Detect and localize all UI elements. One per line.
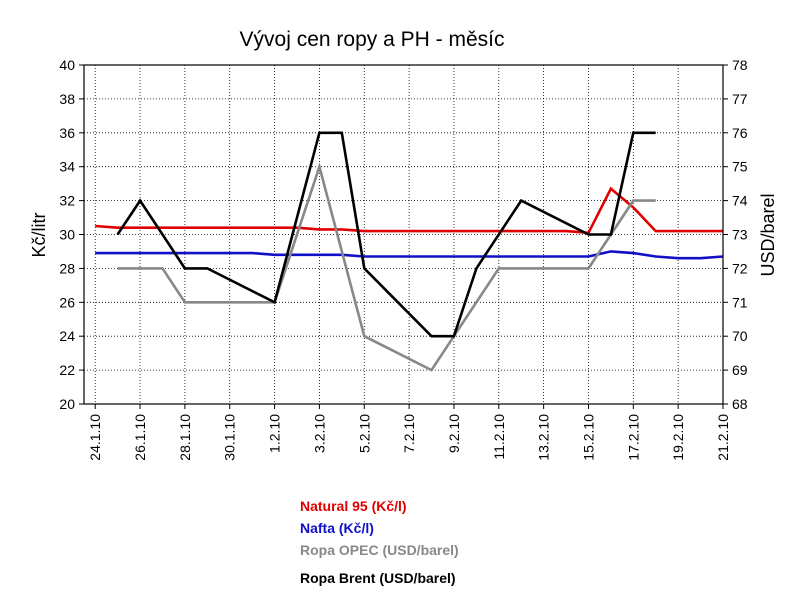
x-tick-label: 21.2.10 xyxy=(715,414,731,461)
series-line-2 xyxy=(117,162,656,372)
y-tick-label-right: 72 xyxy=(732,260,748,276)
y-tick-label-left: 30 xyxy=(59,227,75,243)
y-tick-label-right: 76 xyxy=(732,125,748,141)
series-line-1 xyxy=(95,250,724,260)
y-axis-label-left: Kč/litr xyxy=(29,212,49,257)
legend-ropa-opec: Ropa OPEC (USD/barel) xyxy=(300,542,459,558)
y-tick-label-left: 38 xyxy=(59,91,75,107)
x-tick-label: 11.2.10 xyxy=(491,414,507,460)
x-tick-label: 9.2.10 xyxy=(446,414,462,453)
y-tick-label-right: 68 xyxy=(732,396,748,412)
y-tick-label-right: 71 xyxy=(732,294,748,310)
axis-ticks: 20 22 24 26 28 30 32 34 36 38 40 68 69 70 71 72 73 74 75 76… xyxy=(59,57,747,461)
y-tick-label-right: 75 xyxy=(732,159,748,175)
y-tick-label-left: 36 xyxy=(59,125,75,141)
series-lines xyxy=(95,131,724,372)
x-tick-label: 30.1.10 xyxy=(222,414,238,461)
x-tick-label: 19.2.10 xyxy=(670,414,686,461)
x-tick-label: 7.2.10 xyxy=(401,414,417,453)
y-tick-label-right: 77 xyxy=(732,91,748,107)
series-line-3 xyxy=(116,131,656,338)
x-tick-label: 1.2.10 xyxy=(267,414,283,453)
gridlines xyxy=(84,65,724,404)
y-tick-label-right: 74 xyxy=(732,193,748,209)
y-tick-label-right: 73 xyxy=(732,227,748,243)
x-tick-label: 24.1.10 xyxy=(87,414,103,461)
y-tick-label-right: 78 xyxy=(732,57,748,73)
x-tick-label: 3.2.10 xyxy=(311,414,327,453)
legend-ropa-brent: Ropa Brent (USD/barel) xyxy=(300,570,456,586)
chart-title: Vývoj cen ropy a PH - měsíc xyxy=(240,28,505,51)
y-tick-label-left: 22 xyxy=(59,362,75,378)
y-tick-label-left: 24 xyxy=(59,328,75,344)
series-line-0 xyxy=(95,186,723,235)
y-tick-label-left: 26 xyxy=(59,294,75,310)
y-axis-label-right: USD/barel xyxy=(758,193,778,276)
y-tick-label-left: 20 xyxy=(59,396,75,412)
x-tick-label: 17.2.10 xyxy=(625,414,641,461)
x-tick-label: 5.2.10 xyxy=(356,414,372,453)
x-tick-label: 28.1.10 xyxy=(177,414,193,461)
y-tick-label-left: 34 xyxy=(59,159,75,175)
legend-nafta: Nafta (Kč/l) xyxy=(300,520,374,536)
y-tick-label-right: 70 xyxy=(732,328,748,344)
legend-natural95: Natural 95 (Kč/l) xyxy=(300,498,407,514)
y-tick-label-left: 32 xyxy=(59,193,75,209)
y-tick-label-right: 69 xyxy=(732,362,748,378)
x-tick-label: 26.1.10 xyxy=(132,414,148,461)
x-tick-label: 13.2.10 xyxy=(536,414,552,461)
x-tick-label: 15.2.10 xyxy=(580,414,596,461)
y-tick-label-left: 28 xyxy=(59,260,75,276)
y-tick-label-left: 40 xyxy=(59,57,75,73)
